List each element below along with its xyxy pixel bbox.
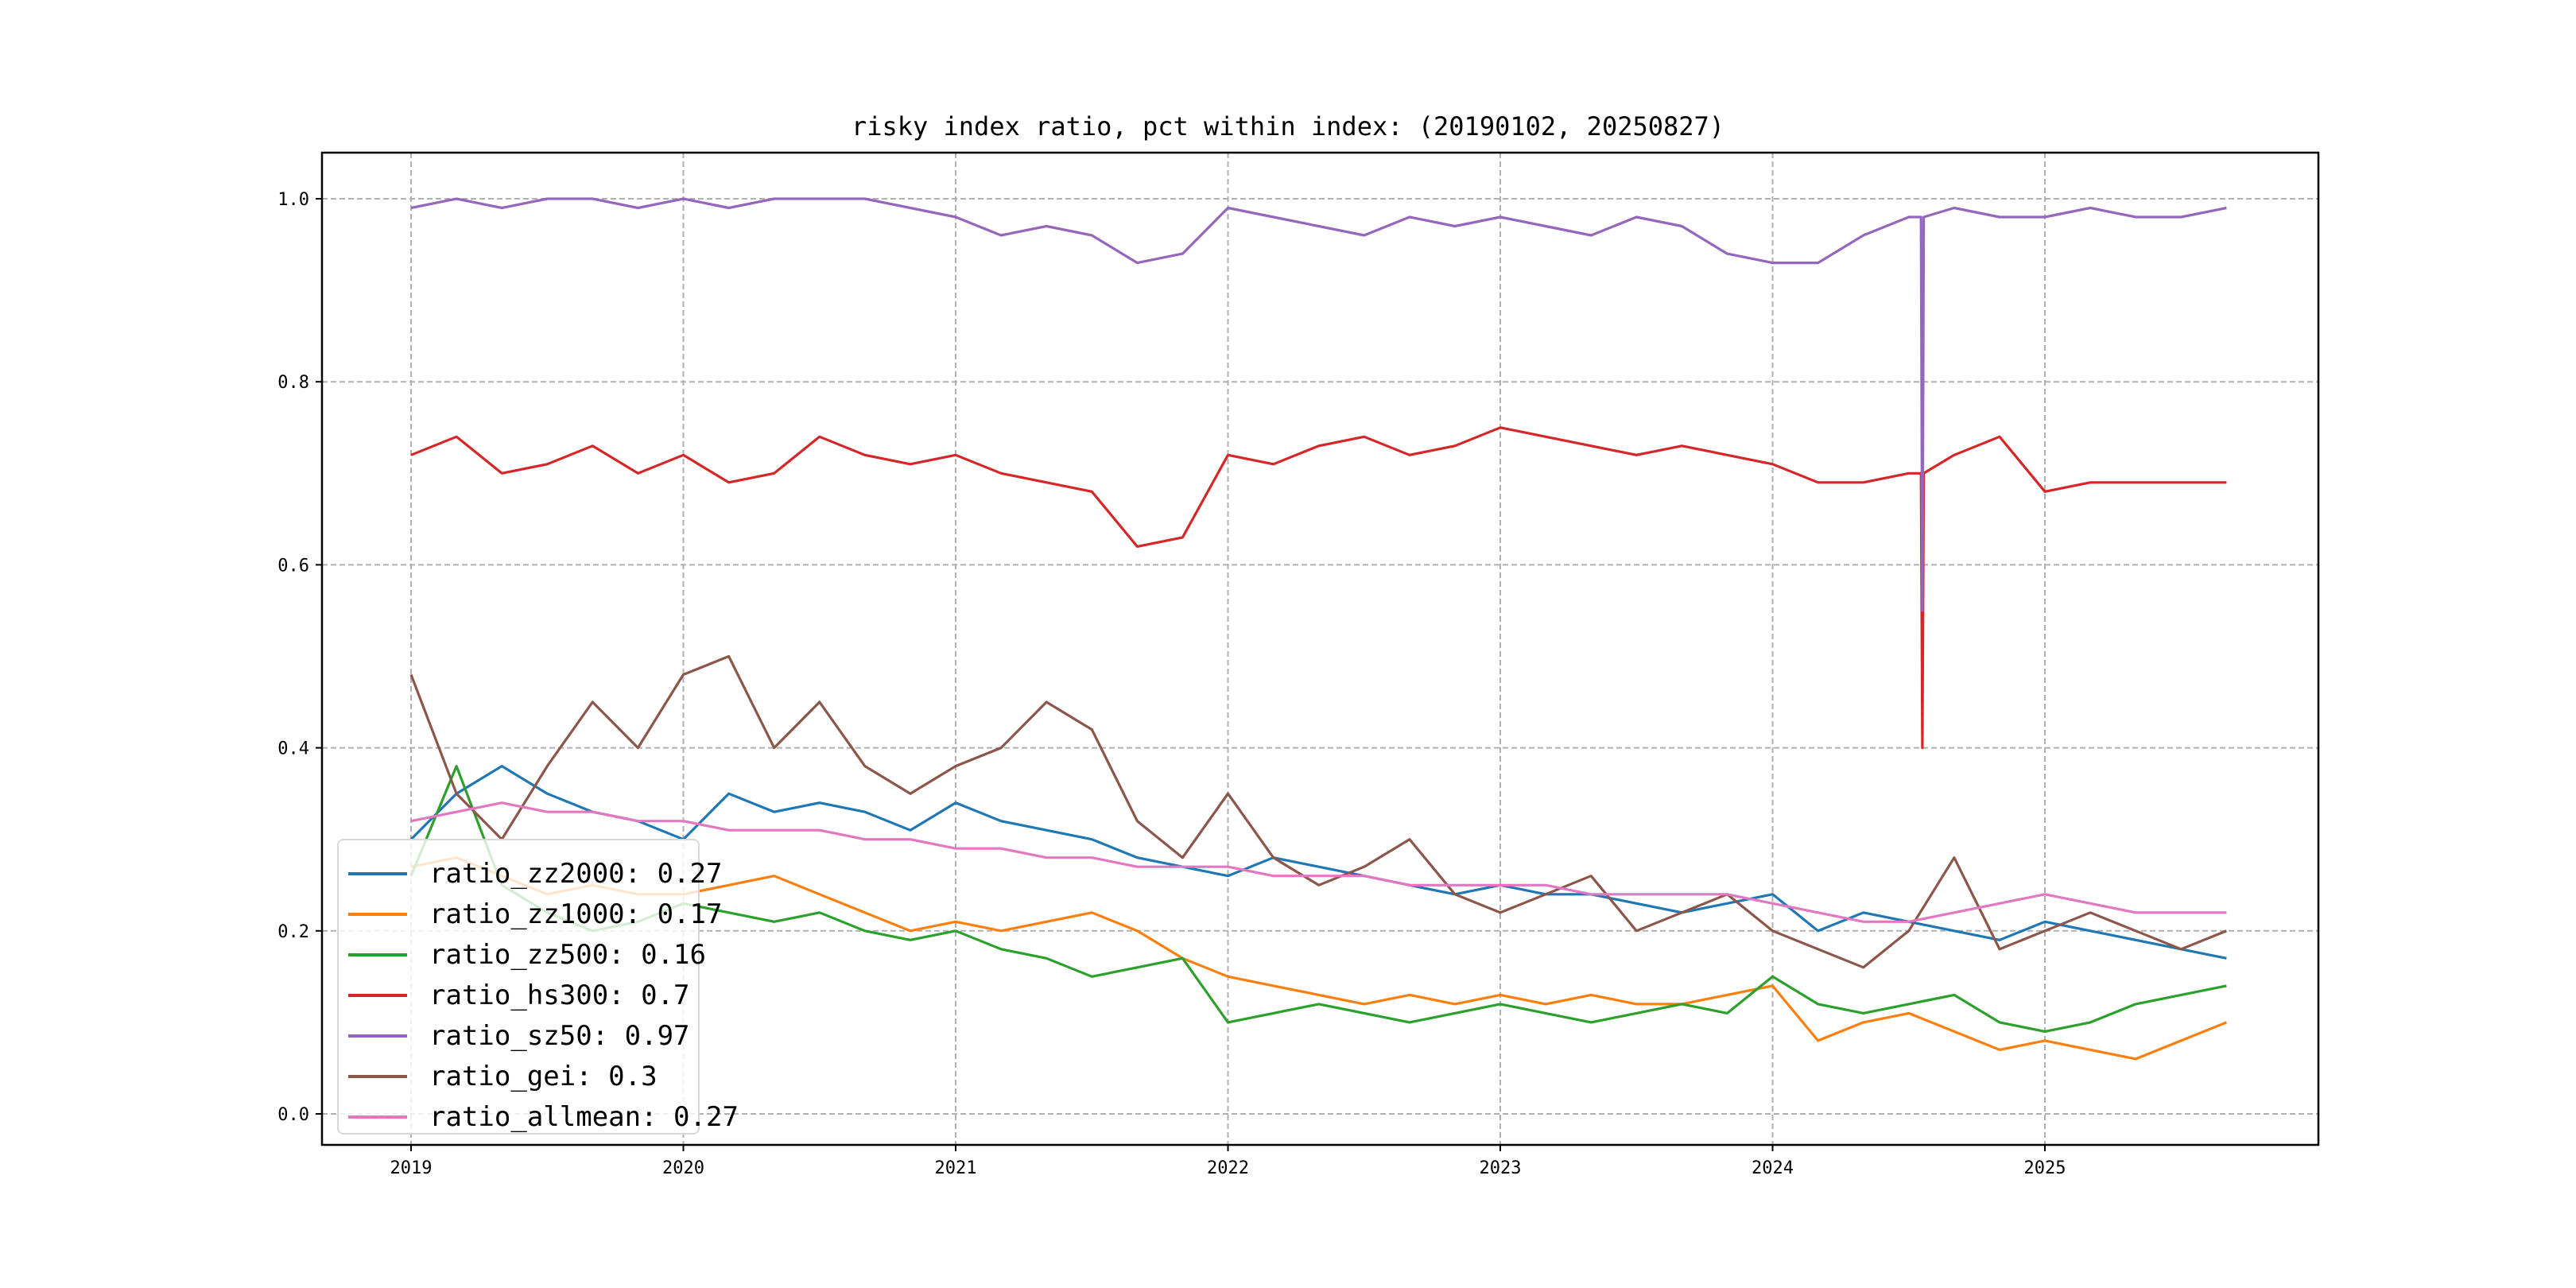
chart-title: risky index ratio, pct within index: (20… (851, 111, 1725, 142)
y-tick-label: 1.0 (277, 190, 309, 210)
x-tick-label: 2025 (2024, 1158, 2066, 1178)
x-tick-label: 2020 (662, 1158, 704, 1178)
legend-swatch (348, 1115, 407, 1119)
legend-swatch (348, 1075, 407, 1078)
series-line-ratio_gei (409, 654, 2227, 969)
series-line-ratio_zz2000 (409, 764, 2227, 960)
legend-swatch (348, 872, 407, 875)
x-tick-label: 2021 (935, 1158, 977, 1178)
series-line-ratio_zz500 (409, 764, 2227, 1034)
legend-label: ratio_sz50: 0.97 (429, 1020, 690, 1052)
legend-item-ratio_sz50: ratio_sz50: 0.97 (348, 1020, 690, 1052)
legend-swatch (348, 994, 407, 997)
y-tick-label: 0.4 (277, 739, 309, 759)
x-tick-label: 2019 (390, 1158, 433, 1178)
legend-label: ratio_zz2000: 0.27 (429, 858, 723, 890)
legend-item-ratio_hs300: ratio_hs300: 0.7 (348, 980, 690, 1011)
x-tick-label: 2024 (1752, 1158, 1794, 1178)
legend-item-ratio_allmean: ratio_allmean: 0.27 (348, 1101, 739, 1133)
legend-item-ratio_zz2000: ratio_zz2000: 0.27 (348, 858, 722, 890)
legend-label: ratio_allmean: 0.27 (429, 1101, 739, 1133)
legend-item-ratio_zz1000: ratio_zz1000: 0.17 (348, 898, 722, 930)
legend-swatch (348, 913, 407, 916)
legend-swatch (348, 1034, 407, 1038)
x-tick-label: 2023 (1480, 1158, 1522, 1178)
legend-label: ratio_zz500: 0.16 (429, 939, 706, 971)
y-tick-label: 0.0 (277, 1105, 309, 1125)
series-line-ratio_allmean (410, 801, 2227, 923)
y-tick-label: 0.6 (277, 556, 309, 576)
legend-swatch (348, 953, 407, 956)
y-tick-label: 0.8 (277, 373, 309, 393)
axes-frame (320, 151, 2320, 1146)
legend-label: ratio_hs300: 0.7 (429, 980, 690, 1011)
legend-label: ratio_zz1000: 0.17 (429, 898, 723, 930)
legend-item-ratio_gei: ratio_gei: 0.3 (348, 1061, 658, 1092)
legend-item-ratio_zz500: ratio_zz500: 0.16 (348, 939, 706, 971)
y-tick-label: 0.2 (277, 922, 309, 942)
legend: ratio_zz2000: 0.27 ratio_zz1000: 0.17 rati… (337, 839, 739, 1135)
legend-label: ratio_gei: 0.3 (429, 1061, 658, 1092)
series-line-ratio_zz1000 (410, 856, 2227, 1061)
x-tick-label: 2022 (1207, 1158, 1249, 1178)
series-line-ratio_sz50 (410, 197, 2227, 612)
